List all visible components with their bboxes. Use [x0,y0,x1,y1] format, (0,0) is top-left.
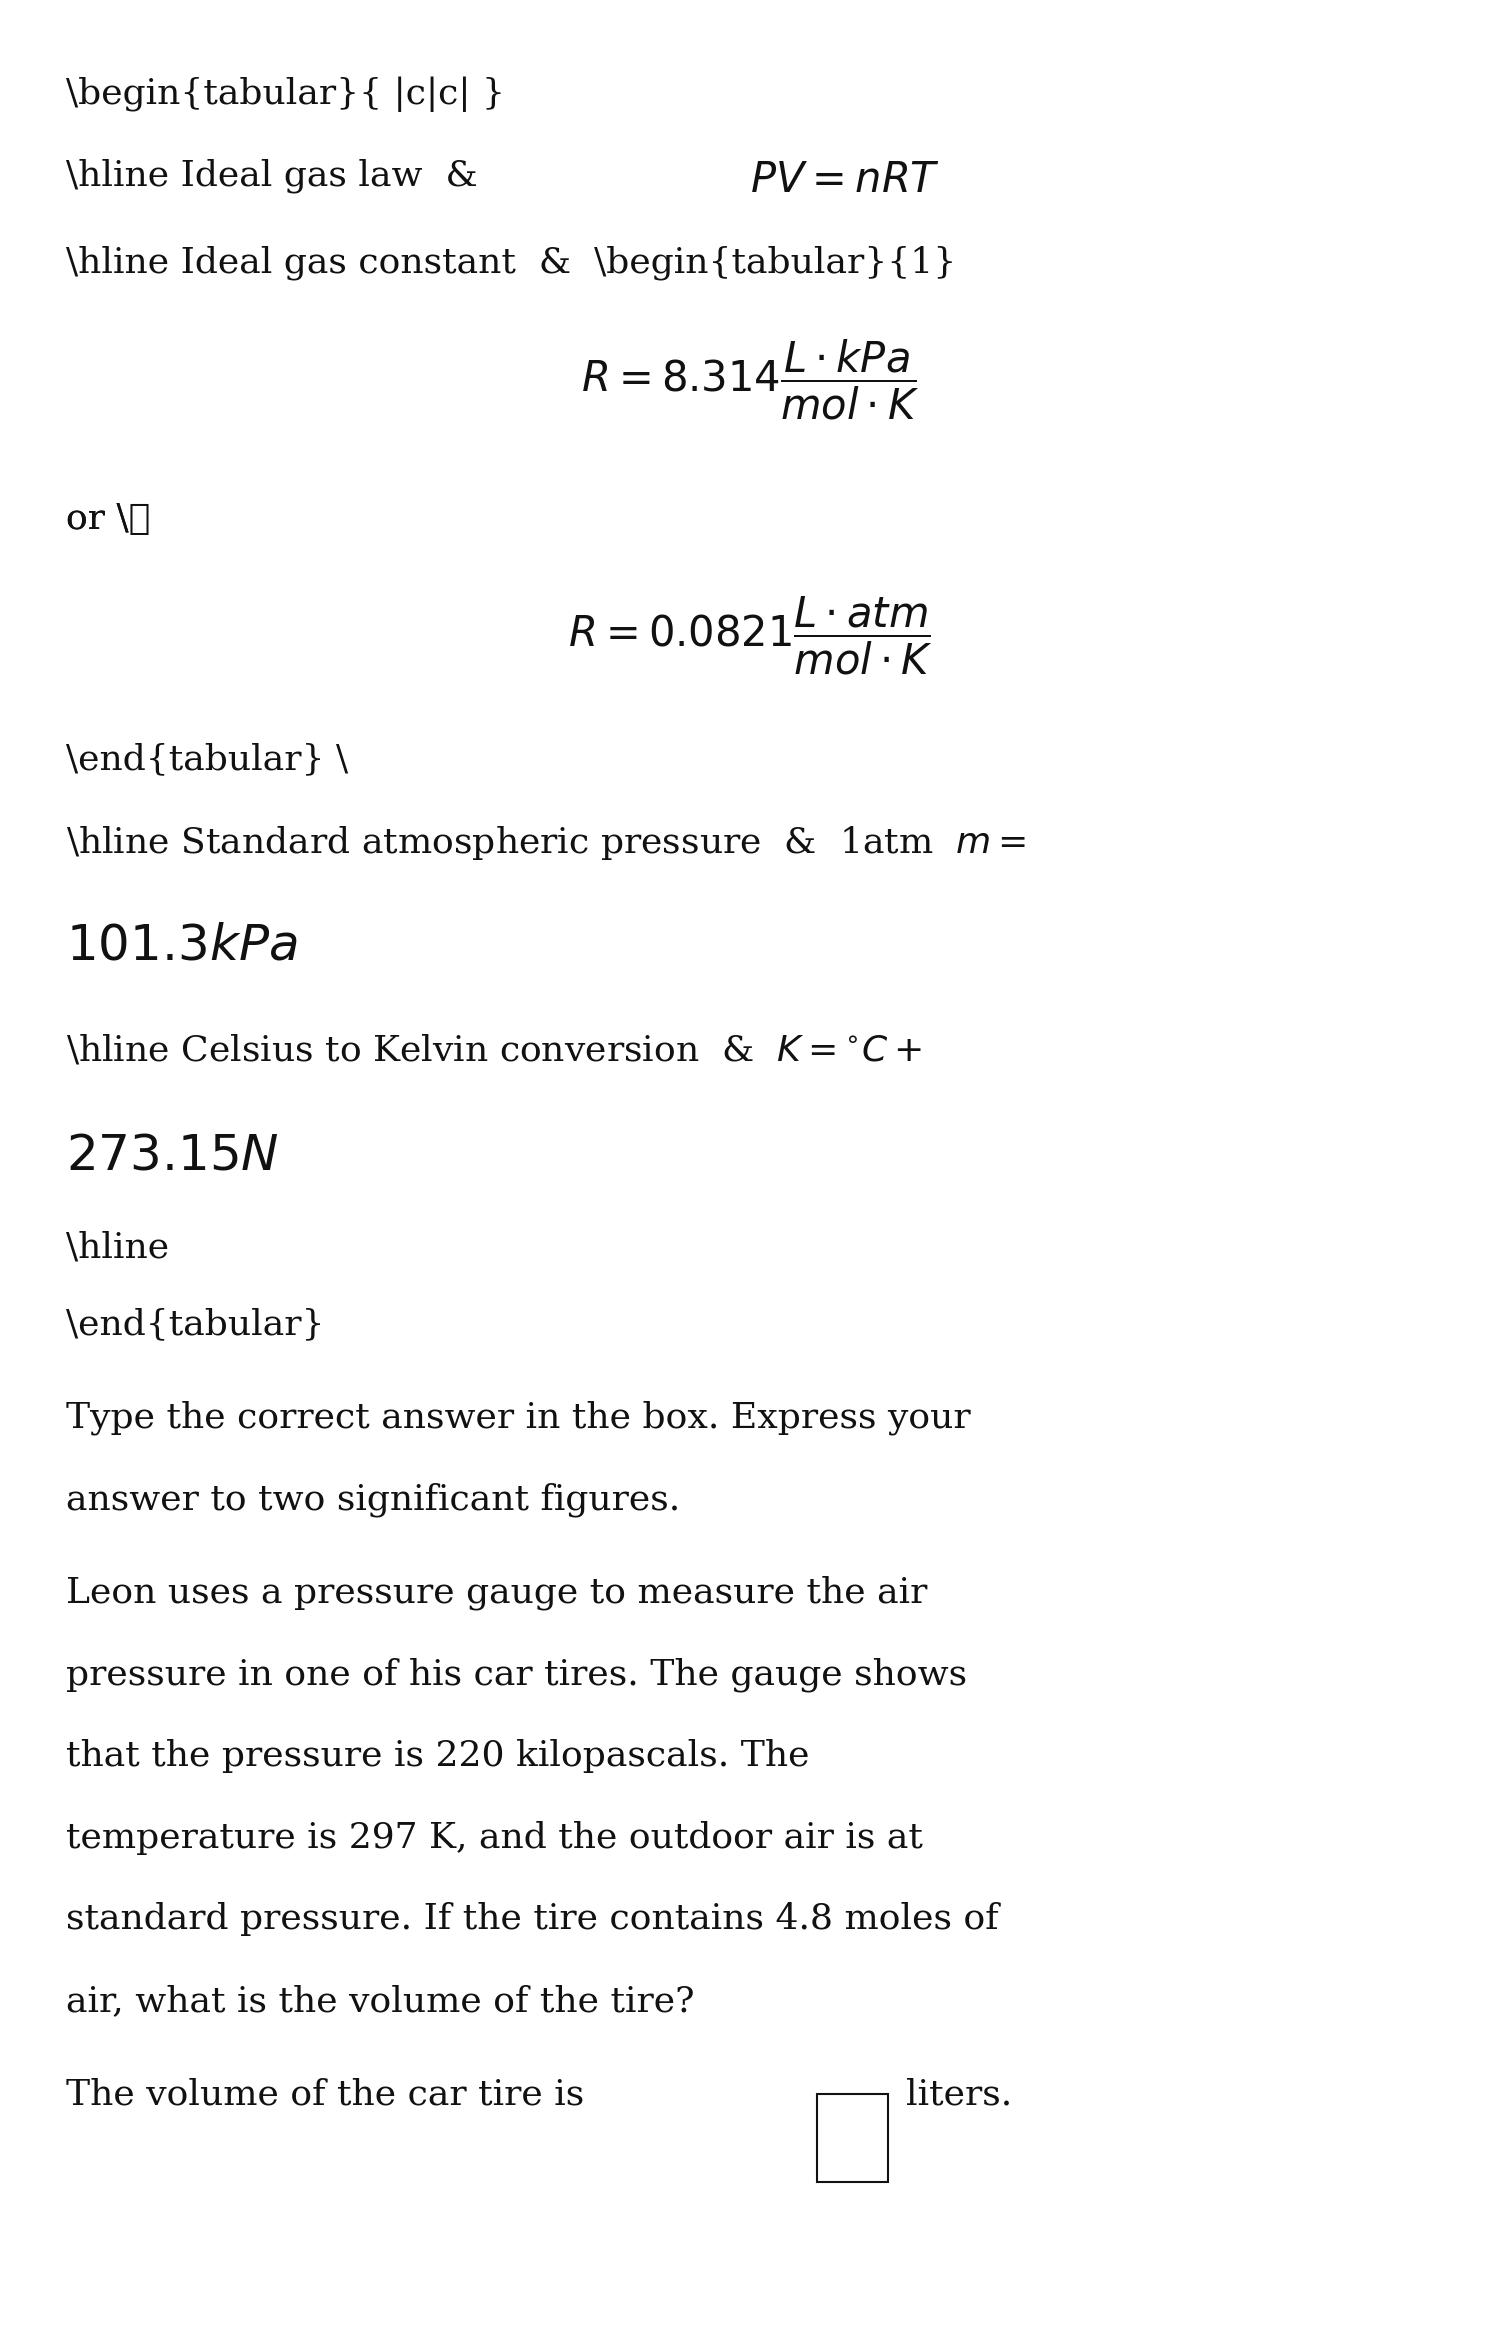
Text: pressure in one of his car tires. The gauge shows: pressure in one of his car tires. The ga… [66,1658,968,1691]
Text: that the pressure is 220 kilopascals. The: that the pressure is 220 kilopascals. Th… [66,1740,810,1773]
Text: liters.: liters. [906,2078,1013,2111]
Text: \end{tabular}: \end{tabular} [66,1308,326,1341]
Text: $273.15N$: $273.15N$ [66,1132,279,1181]
Text: Type the correct answer in the box. Express your: Type the correct answer in the box. Expr… [66,1399,970,1435]
Text: \hline Ideal gas law  &: \hline Ideal gas law & [66,160,489,193]
Text: $R = 0.0821\dfrac{L \cdot atm}{mol \cdot K}$: $R = 0.0821\dfrac{L \cdot atm}{mol \cdot… [567,594,933,676]
Text: temperature is 297 K, and the outdoor air is at: temperature is 297 K, and the outdoor ai… [66,1820,924,1855]
Text: $101.3kPa$: $101.3kPa$ [66,923,298,970]
Text: standard pressure. If the tire contains 4.8 moles of: standard pressure. If the tire contains … [66,1902,999,1937]
Text: or \: or \ [66,502,129,535]
Text: \hline Standard atmospheric pressure  &  1atm  $m =$: \hline Standard atmospheric pressure & 1… [66,824,1026,862]
Text: \hline Ideal gas constant  &  \begin{tabular}{1}: \hline Ideal gas constant & \begin{tabul… [66,244,957,279]
Text: \begin{tabular}{ |c|c| }: \begin{tabular}{ |c|c| } [66,77,506,113]
Text: $PV = nRT$: $PV = nRT$ [750,160,940,200]
Text: air, what is the volume of the tire?: air, what is the volume of the tire? [66,1984,695,2017]
Text: answer to two significant figures.: answer to two significant figures. [66,1482,681,1517]
Text: \hline Celsius to Kelvin conversion  &  $K =^{\circ} C +$: \hline Celsius to Kelvin conversion & $K… [66,1033,922,1068]
Text: $R = 8.314\dfrac{L \cdot kPa}{mol \cdot K}$: $R = 8.314\dfrac{L \cdot kPa}{mol \cdot … [580,338,920,423]
FancyBboxPatch shape [818,2094,888,2181]
Text: or \ : or \  [66,502,150,535]
Text: \end{tabular} \: \end{tabular} \ [66,742,348,777]
Text: Leon uses a pressure gauge to measure the air: Leon uses a pressure gauge to measure th… [66,1576,928,1611]
Text: \hline: \hline [66,1230,170,1263]
Text: The volume of the car tire is: The volume of the car tire is [66,2078,596,2111]
